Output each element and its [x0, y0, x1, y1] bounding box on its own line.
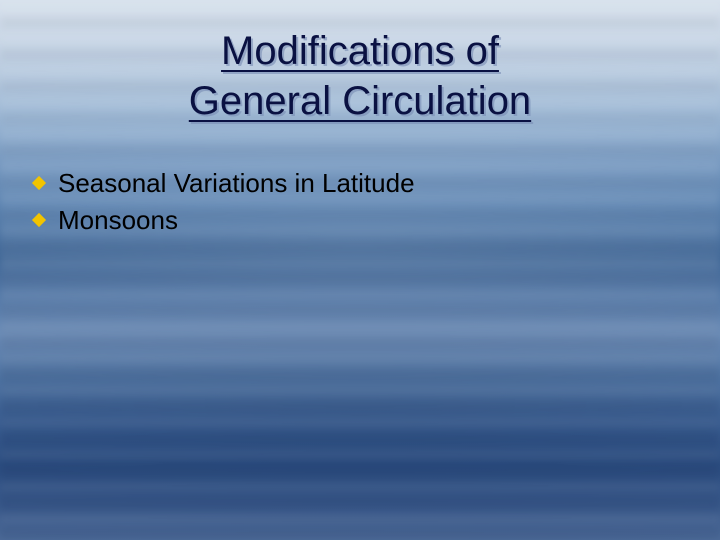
- slide-title: Modifications of General Circulation: [0, 26, 720, 126]
- slide: Modifications of General Circulation Sea…: [0, 0, 720, 540]
- bullet-text: Monsoons: [58, 203, 178, 238]
- diamond-icon: [32, 176, 48, 192]
- bullet-list: Seasonal Variations in Latitude Monsoons: [32, 166, 415, 240]
- title-line-1: Modifications of: [221, 29, 499, 73]
- list-item: Seasonal Variations in Latitude: [32, 166, 415, 201]
- title-line-2: General Circulation: [189, 79, 531, 123]
- list-item: Monsoons: [32, 203, 415, 238]
- bullet-text: Seasonal Variations in Latitude: [58, 166, 415, 201]
- diamond-icon: [32, 213, 48, 229]
